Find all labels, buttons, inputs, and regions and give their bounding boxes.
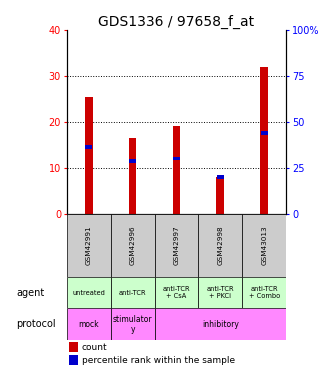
Bar: [155, 214, 198, 277]
Bar: [129, 138, 137, 214]
Text: GSM43013: GSM43013: [261, 225, 267, 265]
Text: anti-TCR
+ CsA: anti-TCR + CsA: [163, 286, 190, 299]
Bar: [85, 145, 92, 149]
Bar: [129, 159, 136, 163]
Bar: [261, 132, 268, 135]
Bar: [172, 126, 180, 214]
Text: untreated: untreated: [72, 290, 105, 296]
Bar: [173, 157, 180, 160]
Text: agent: agent: [16, 288, 44, 298]
Text: GSM42998: GSM42998: [217, 225, 223, 265]
Text: anti-TCR: anti-TCR: [119, 290, 146, 296]
Bar: [67, 308, 111, 340]
Bar: [69, 342, 79, 352]
Text: GSM42997: GSM42997: [173, 225, 179, 265]
Bar: [111, 277, 155, 308]
Text: mock: mock: [78, 320, 99, 328]
Bar: [111, 214, 155, 277]
Bar: [242, 214, 286, 277]
Bar: [217, 175, 224, 179]
Text: GSM42996: GSM42996: [130, 225, 136, 265]
Text: protocol: protocol: [16, 319, 56, 329]
Bar: [242, 277, 286, 308]
Text: inhibitory: inhibitory: [202, 320, 239, 328]
Bar: [111, 308, 155, 340]
Text: percentile rank within the sample: percentile rank within the sample: [82, 356, 235, 364]
Text: anti-TCR
+ Combo: anti-TCR + Combo: [249, 286, 280, 299]
Text: GSM42991: GSM42991: [86, 225, 92, 265]
Bar: [198, 214, 242, 277]
Bar: [198, 277, 242, 308]
Bar: [67, 214, 111, 277]
Text: stimulator
y: stimulator y: [113, 315, 152, 333]
Bar: [216, 177, 224, 214]
Title: GDS1336 / 97658_f_at: GDS1336 / 97658_f_at: [99, 15, 254, 29]
Text: count: count: [82, 343, 108, 352]
Bar: [85, 97, 93, 214]
Bar: [155, 308, 286, 340]
Bar: [260, 67, 268, 214]
Bar: [67, 277, 111, 308]
Bar: [155, 277, 198, 308]
Text: anti-TCR
+ PKCi: anti-TCR + PKCi: [207, 286, 234, 299]
Bar: [69, 355, 79, 365]
